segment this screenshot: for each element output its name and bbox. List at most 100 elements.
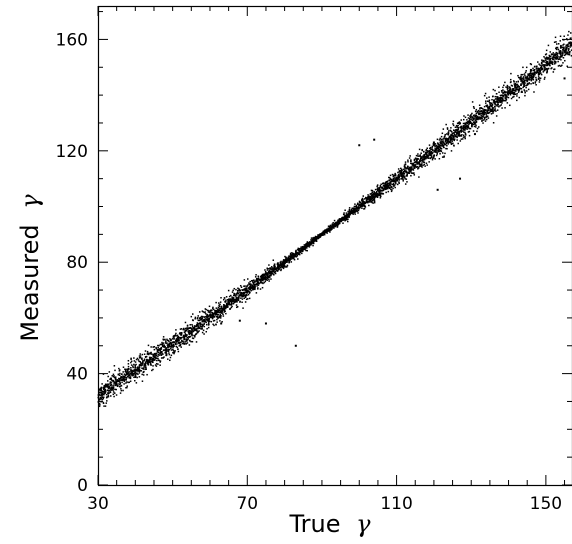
data-point [196, 322, 199, 324]
data-point [184, 341, 186, 343]
data-point [130, 364, 133, 366]
data-point [194, 328, 197, 331]
data-point [441, 144, 444, 147]
data-point [126, 370, 129, 372]
data-point [254, 283, 257, 286]
data-point [246, 285, 248, 287]
data-point [129, 377, 131, 379]
data-point [262, 273, 265, 276]
data-point [177, 342, 180, 344]
data-point [488, 99, 491, 102]
data-point [441, 144, 443, 146]
data-point [361, 199, 363, 201]
data-point [157, 355, 159, 358]
data-point [543, 56, 545, 58]
data-point [143, 359, 145, 362]
data-point [272, 268, 274, 271]
data-point [518, 90, 520, 92]
data-point [440, 147, 443, 150]
data-point [561, 54, 563, 57]
data-point [202, 319, 205, 321]
data-point [400, 171, 403, 174]
data-point [273, 265, 276, 267]
data-point [273, 263, 276, 266]
data-point [228, 295, 231, 298]
data-point [146, 350, 149, 353]
data-point [261, 277, 263, 279]
data-point [410, 166, 412, 169]
data-point [464, 122, 466, 125]
data-point [400, 169, 403, 171]
data-point [234, 298, 236, 301]
data-point [534, 82, 536, 84]
data-point [227, 298, 230, 300]
data-point [570, 32, 572, 34]
data-point [251, 285, 254, 287]
data-point [433, 144, 435, 147]
data-point [109, 391, 112, 394]
data-point [556, 52, 559, 55]
data-point [360, 204, 362, 207]
data-point [394, 181, 397, 184]
data-point [129, 380, 132, 382]
data-point [129, 373, 132, 375]
data-point [170, 344, 173, 347]
data-point [236, 299, 238, 302]
data-point [247, 278, 249, 280]
data-point [186, 340, 188, 342]
data-point [160, 347, 163, 349]
data-point [204, 316, 206, 318]
data-point [398, 178, 400, 180]
data-point [122, 371, 124, 373]
y-tick-label: 0 [77, 476, 88, 496]
data-point [479, 108, 481, 110]
data-point [143, 358, 146, 360]
data-point [248, 283, 250, 286]
data-point [424, 153, 427, 155]
data-point [191, 325, 194, 327]
data-point [219, 310, 222, 313]
data-point [522, 73, 524, 76]
data-point [191, 340, 194, 343]
data-point [453, 138, 456, 141]
data-point [382, 188, 385, 190]
data-point [535, 72, 538, 74]
data-point [160, 357, 163, 359]
data-point [524, 91, 526, 94]
data-point [442, 141, 445, 144]
data-point [117, 373, 120, 376]
data-point [177, 350, 180, 353]
data-point [545, 49, 548, 52]
data-point [331, 228, 333, 230]
data-point [456, 136, 458, 139]
data-point [373, 190, 375, 193]
data-point [473, 117, 475, 120]
data-point [449, 140, 452, 142]
data-point [460, 119, 462, 121]
data-point [125, 373, 127, 376]
data-point [404, 161, 407, 163]
data-point [159, 343, 162, 346]
data-point [372, 192, 375, 195]
data-point [356, 203, 359, 206]
data-point [115, 384, 117, 387]
data-point [522, 78, 525, 80]
data-point [490, 113, 493, 115]
data-point [437, 149, 440, 151]
data-point [492, 122, 495, 124]
data-point [212, 306, 214, 309]
data-point [526, 80, 528, 83]
data-point [507, 91, 509, 94]
data-point [426, 164, 428, 166]
data-point [199, 325, 201, 327]
data-point [405, 167, 408, 170]
data-point [103, 387, 106, 390]
data-point [420, 156, 422, 158]
data-point [496, 97, 499, 99]
data-point [478, 104, 481, 106]
data-point [186, 325, 189, 327]
data-point [387, 187, 389, 190]
data-point [188, 333, 191, 336]
data-point [398, 179, 400, 181]
data-point [282, 267, 285, 270]
